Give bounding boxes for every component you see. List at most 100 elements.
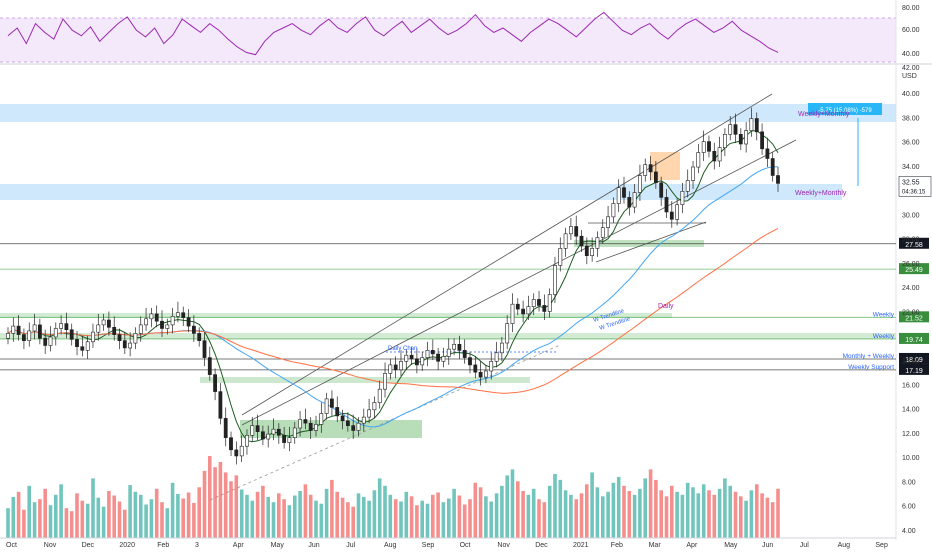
candle-body-26 bbox=[144, 318, 149, 326]
price-tick-label-3: 34.00 bbox=[902, 164, 920, 171]
volume-bar-43 bbox=[234, 475, 239, 538]
candle-body-9 bbox=[53, 328, 58, 338]
candle-body-69 bbox=[372, 402, 377, 411]
candle-body-139 bbox=[744, 130, 749, 145]
level-name-4: Monthly + Weekly bbox=[843, 353, 895, 360]
candle-body-64 bbox=[345, 420, 350, 426]
volume-bar-75 bbox=[404, 491, 409, 538]
volume-bar-5 bbox=[32, 502, 37, 538]
candle-body-132 bbox=[707, 141, 711, 152]
candle-body-118 bbox=[632, 192, 637, 208]
volume-bar-33 bbox=[181, 498, 185, 538]
price-tick-label-11: 14.00 bbox=[902, 407, 920, 414]
candle-body-126 bbox=[675, 204, 680, 220]
price-top-label: 42.00 bbox=[902, 65, 920, 72]
price-tick-label-12: 12.00 bbox=[902, 431, 920, 438]
volume-bar-8 bbox=[48, 505, 53, 538]
volume-bar-126 bbox=[675, 491, 679, 538]
candle-body-122 bbox=[653, 171, 658, 184]
candle-body-100 bbox=[537, 299, 541, 306]
volume-bar-89 bbox=[478, 487, 483, 538]
channel-label: Daily Chan bbox=[388, 346, 417, 352]
x-tick-label-18: Apr bbox=[686, 542, 698, 549]
candle-body-130 bbox=[696, 152, 701, 168]
candle-body-77 bbox=[414, 358, 419, 366]
candle-body-92 bbox=[494, 352, 499, 362]
volume-bar-29 bbox=[160, 502, 164, 538]
candle-body-31 bbox=[170, 316, 175, 326]
candle-body-111 bbox=[595, 237, 600, 249]
volume-bar-114 bbox=[611, 482, 616, 538]
rsi-tick-label-1: 60.00 bbox=[902, 27, 920, 34]
price-tick-label-16: 4.00 bbox=[902, 528, 916, 535]
volume-bar-47 bbox=[255, 491, 260, 538]
volume-bar-52 bbox=[282, 499, 286, 538]
candle-body-108 bbox=[579, 235, 584, 247]
candle-body-80 bbox=[430, 349, 435, 355]
volume-bar-10 bbox=[59, 484, 63, 538]
volume-bar-45 bbox=[245, 494, 249, 538]
candle-body-138 bbox=[738, 134, 743, 145]
volume-bar-118 bbox=[632, 494, 637, 538]
volume-bar-18 bbox=[101, 506, 106, 538]
zone-lower-weekly-monthly bbox=[0, 184, 842, 200]
x-tick-label-6: Apr bbox=[233, 542, 245, 549]
last-price-box bbox=[898, 176, 932, 197]
levels-layer: 27.58 25.49 21.52 19.74 18.09 17.19 bbox=[0, 237, 929, 375]
volume-bar-79 bbox=[425, 503, 430, 538]
price-tick-label-1: 38.00 bbox=[902, 115, 920, 122]
candle-body-4 bbox=[27, 330, 32, 341]
axes-layer: 42.00USD40.0038.0036.0034.0030.0028.0026… bbox=[0, 65, 932, 549]
candle-body-61 bbox=[329, 398, 334, 408]
volume-bar-41 bbox=[223, 472, 228, 538]
volume-bar-136 bbox=[728, 485, 732, 538]
candle-body-36 bbox=[197, 333, 202, 341]
candle-body-16 bbox=[91, 331, 95, 343]
volume-bar-44 bbox=[239, 489, 244, 538]
ma-medium-line bbox=[7, 166, 779, 428]
candle-body-20 bbox=[112, 326, 117, 335]
volume-bar-16 bbox=[91, 478, 95, 538]
volume-bar-139 bbox=[744, 500, 748, 538]
x-tick-label-20: Jun bbox=[762, 542, 773, 549]
volume-bar-119 bbox=[638, 488, 642, 538]
volume-bar-86 bbox=[462, 504, 467, 538]
candle-body-144 bbox=[770, 158, 775, 176]
volume-bar-83 bbox=[447, 498, 451, 538]
x-tick-label-23: Sep bbox=[875, 542, 888, 549]
volume-bar-2 bbox=[16, 491, 21, 538]
candle-body-137 bbox=[733, 124, 738, 135]
volume-bar-64 bbox=[346, 502, 350, 538]
volume-bar-144 bbox=[770, 502, 775, 538]
price-tick-label-14: 8.00 bbox=[902, 479, 916, 486]
candle-body-32 bbox=[176, 312, 180, 317]
candle-body-62 bbox=[335, 407, 340, 417]
flag-line-2 bbox=[595, 221, 707, 263]
volume-bar-85 bbox=[457, 495, 462, 538]
volume-bar-129 bbox=[691, 487, 695, 538]
volume-bar-96 bbox=[516, 481, 520, 538]
volume-bar-115 bbox=[616, 476, 621, 538]
price-tick-label-8: 22.00 bbox=[902, 310, 920, 317]
volume-bar-111 bbox=[595, 487, 600, 538]
candle-body-6 bbox=[37, 324, 42, 339]
candle-body-105 bbox=[563, 233, 568, 249]
x-tick-label-0: Oct bbox=[6, 542, 17, 549]
candle-body-74 bbox=[399, 360, 403, 371]
last-price-countdown: 04:36:15 bbox=[902, 189, 926, 195]
measure-label: -5.75 (15.08%) -579 bbox=[818, 108, 872, 114]
volume-bar-40 bbox=[218, 462, 223, 538]
candle-body-23 bbox=[128, 342, 133, 349]
volume-bar-1 bbox=[11, 497, 16, 538]
volume-bar-19 bbox=[107, 491, 111, 538]
volume-bar-32 bbox=[176, 494, 180, 538]
volume-bar-69 bbox=[372, 490, 377, 538]
x-tick-label-7: May bbox=[271, 542, 285, 549]
candle-body-82 bbox=[441, 356, 446, 362]
price-tick-label-10: 16.00 bbox=[902, 382, 920, 389]
channel-upper-line bbox=[241, 93, 773, 416]
rsi-tick-label-0: 80.00 bbox=[902, 5, 920, 12]
candle-body-133 bbox=[712, 151, 717, 162]
